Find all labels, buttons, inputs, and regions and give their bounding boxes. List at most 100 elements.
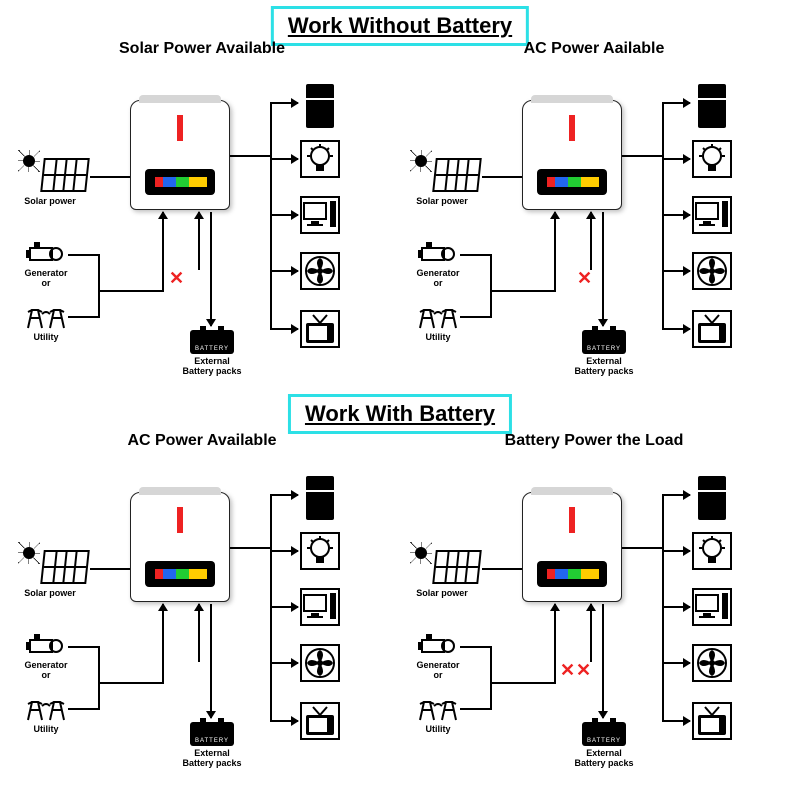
x-mark: ✕ bbox=[169, 268, 184, 289]
battery-icon: BATTERY bbox=[582, 722, 626, 746]
inverter bbox=[522, 492, 622, 602]
solar-label: Solar power bbox=[20, 196, 80, 206]
conn bbox=[662, 102, 690, 104]
conn bbox=[662, 494, 690, 496]
conn bbox=[270, 270, 298, 272]
conn bbox=[68, 708, 98, 710]
conn bbox=[270, 214, 298, 216]
inverter bbox=[130, 492, 230, 602]
conn bbox=[230, 155, 270, 157]
conn bbox=[270, 158, 298, 160]
conn bbox=[460, 316, 490, 318]
conn bbox=[554, 604, 556, 684]
conn bbox=[270, 494, 298, 496]
bulb-icon bbox=[692, 140, 732, 178]
bulb-icon bbox=[692, 532, 732, 570]
battery-label: ExternalBattery packs bbox=[574, 748, 634, 768]
conn bbox=[270, 102, 298, 104]
battery-label: ExternalBattery packs bbox=[182, 748, 242, 768]
tv-icon bbox=[692, 702, 732, 740]
conn bbox=[662, 606, 690, 608]
conn bbox=[662, 550, 690, 552]
bulb-icon bbox=[300, 532, 340, 570]
solar-panel-icon bbox=[40, 158, 90, 192]
generator-icon bbox=[26, 632, 66, 663]
fan-icon bbox=[692, 644, 732, 682]
sun-icon bbox=[410, 542, 432, 564]
conn bbox=[490, 290, 492, 318]
computer-icon bbox=[692, 196, 732, 234]
utility-label: Utility bbox=[26, 724, 66, 734]
conn bbox=[662, 270, 690, 272]
conn bbox=[662, 158, 690, 160]
conn bbox=[270, 662, 298, 664]
conn bbox=[270, 720, 298, 722]
conn bbox=[460, 254, 490, 256]
x-mark: ✕ bbox=[560, 660, 575, 681]
computer-icon bbox=[300, 588, 340, 626]
subtitle: AC Power Aailable bbox=[404, 40, 784, 58]
sun-icon bbox=[18, 542, 40, 564]
battery-label: ExternalBattery packs bbox=[182, 356, 242, 376]
conn bbox=[490, 682, 554, 684]
conn bbox=[482, 568, 522, 570]
tv-icon bbox=[692, 310, 732, 348]
conn bbox=[90, 568, 130, 570]
solar-label: Solar power bbox=[412, 196, 472, 206]
bulb-icon bbox=[300, 140, 340, 178]
conn bbox=[662, 328, 690, 330]
conn bbox=[490, 254, 492, 290]
solar-panel-icon bbox=[40, 550, 90, 584]
conn bbox=[590, 604, 592, 662]
conn bbox=[662, 662, 690, 664]
utility-label: Utility bbox=[418, 724, 458, 734]
utility-label: Utility bbox=[26, 332, 66, 342]
conn bbox=[68, 646, 98, 648]
utility-icon bbox=[416, 692, 460, 727]
solar-panel-icon bbox=[432, 550, 482, 584]
conn bbox=[98, 646, 100, 682]
utility-icon bbox=[416, 300, 460, 335]
conn bbox=[98, 682, 162, 684]
subtitle: Battery Power the Load bbox=[404, 432, 784, 450]
conn bbox=[554, 212, 556, 292]
computer-icon bbox=[692, 588, 732, 626]
fridge-icon bbox=[698, 476, 726, 520]
conn bbox=[482, 176, 522, 178]
quad-q4: Battery Power the LoadSolar powerGenerat… bbox=[404, 432, 784, 772]
generator-label: Generatoror bbox=[20, 268, 72, 288]
inverter bbox=[130, 100, 230, 210]
generator-label: Generatoror bbox=[20, 660, 72, 680]
conn bbox=[68, 254, 98, 256]
generator-label: Generatoror bbox=[412, 660, 464, 680]
conn bbox=[98, 290, 100, 318]
utility-icon bbox=[24, 692, 68, 727]
generator-icon bbox=[418, 240, 458, 271]
fridge-icon bbox=[306, 476, 334, 520]
sun-icon bbox=[410, 150, 432, 172]
x-mark: ✕ bbox=[577, 268, 592, 289]
generator-icon bbox=[26, 240, 66, 271]
conn bbox=[162, 212, 164, 292]
bus-line bbox=[662, 102, 664, 328]
conn bbox=[490, 290, 554, 292]
conn bbox=[198, 212, 200, 270]
conn bbox=[602, 212, 604, 326]
conn bbox=[490, 646, 492, 682]
battery-label: ExternalBattery packs bbox=[574, 356, 634, 376]
conn bbox=[98, 254, 100, 290]
conn bbox=[68, 316, 98, 318]
quad-q1: Solar Power AvailableSolar powerGenerato… bbox=[12, 40, 392, 380]
conn bbox=[162, 604, 164, 684]
fridge-icon bbox=[698, 84, 726, 128]
x-mark: ✕ bbox=[576, 660, 591, 681]
conn bbox=[662, 720, 690, 722]
fridge-icon bbox=[306, 84, 334, 128]
battery-icon: BATTERY bbox=[582, 330, 626, 354]
section-title-bottom: Work With Battery bbox=[288, 394, 512, 434]
generator-icon bbox=[418, 632, 458, 663]
sun-icon bbox=[18, 150, 40, 172]
fan-icon bbox=[300, 252, 340, 290]
quad-q2: AC Power AailableSolar powerGeneratororU… bbox=[404, 40, 784, 380]
tv-icon bbox=[300, 310, 340, 348]
